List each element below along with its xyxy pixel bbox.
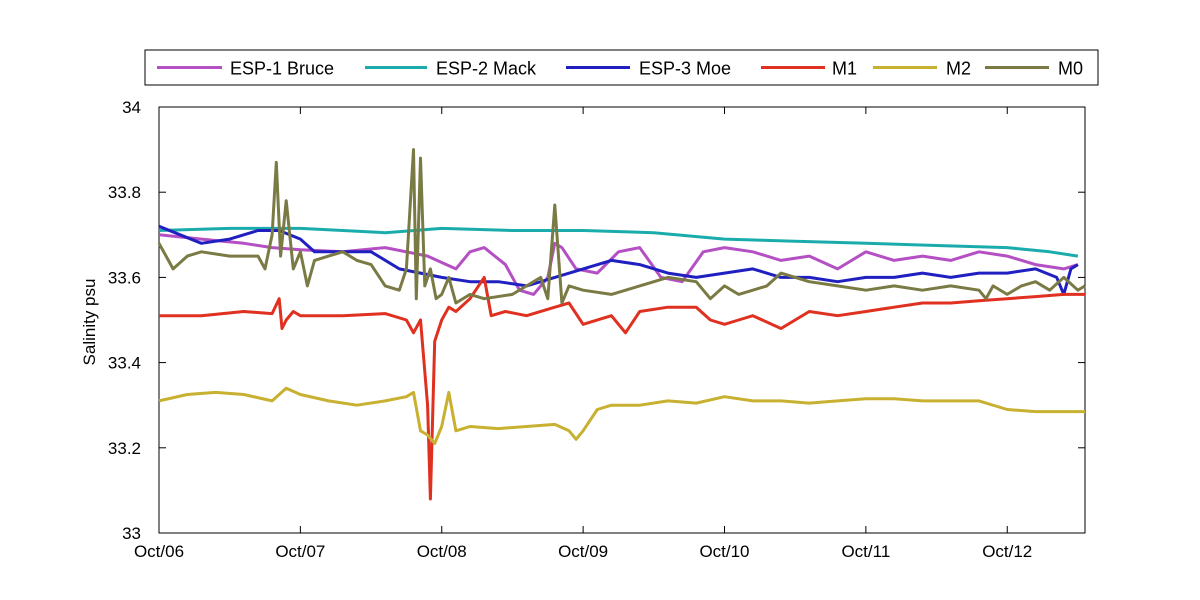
legend-label: ESP-3 Moe xyxy=(639,59,731,79)
axes: Oct/06 Oct/07 Oct/08 Oct/09 Oct/10 Oct/11 Oct/… xyxy=(108,98,1085,561)
x-tick-label: Oct/11 xyxy=(841,542,890,561)
series-layer xyxy=(157,148,1086,501)
series-line-1 xyxy=(158,226,1079,258)
legend-label: ESP-2 Mack xyxy=(436,59,537,79)
x-tick-label: Oct/08 xyxy=(417,542,467,561)
series-line-4 xyxy=(158,386,1085,445)
series-line-5 xyxy=(157,148,1086,305)
plot-frame xyxy=(158,106,1086,534)
x-tick-label: Oct/12 xyxy=(982,542,1032,561)
y-tick-label: 33.4 xyxy=(108,354,141,373)
legend-label: M0 xyxy=(1058,59,1083,79)
y-axis-label: Salinity psu xyxy=(80,279,99,366)
series-line-3 xyxy=(159,275,1085,501)
x-tick-label: Oct/09 xyxy=(558,542,608,561)
legend: ESP-1 Bruce ESP-2 Mack ESP-3 Moe M1 M2 M0 xyxy=(144,49,1099,86)
legend-label: M2 xyxy=(946,59,971,79)
x-tick-label: Oct/10 xyxy=(699,542,749,561)
series-line-2 xyxy=(158,224,1079,296)
y-tick-label: 33.6 xyxy=(108,268,141,287)
y-tick-label: 33.2 xyxy=(108,439,141,458)
plot-area xyxy=(158,106,1086,534)
x-tick-label: Oct/06 xyxy=(134,542,184,561)
x-tick-label: Oct/07 xyxy=(275,542,325,561)
y-tick-label: 33.8 xyxy=(108,183,141,202)
legend-label: ESP-1 Bruce xyxy=(230,59,334,79)
legend-label: M1 xyxy=(832,59,857,79)
y-tick-label: 34 xyxy=(122,98,141,117)
y-tick-label: 33 xyxy=(122,524,141,543)
